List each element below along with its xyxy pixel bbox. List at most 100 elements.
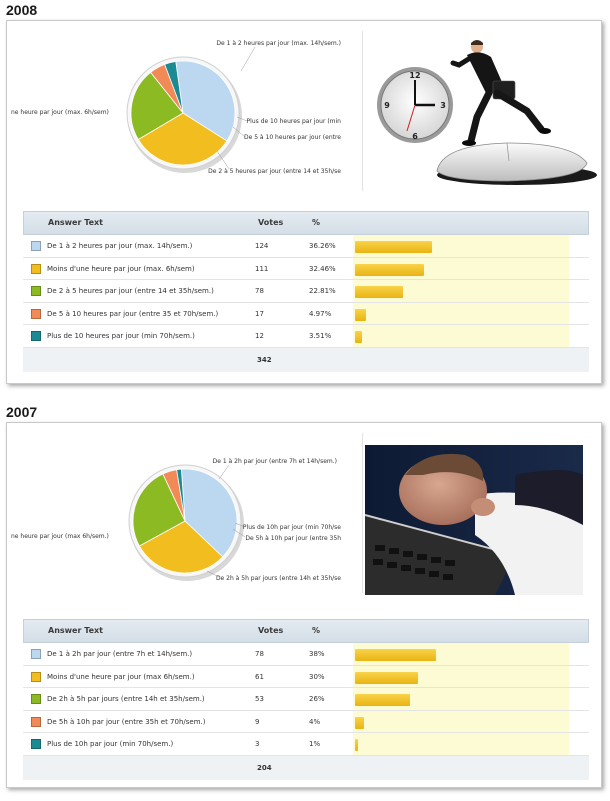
vote-bar [355,739,359,752]
vote-bar [355,694,411,707]
answer-text: De 5 à 10 heures par jour (entre 35 et 7… [47,309,219,318]
table-row: De 2 à 5 heures par jour (entre 14 et 35… [23,280,589,303]
pie-slice[interactable] [175,60,236,142]
pie-slice[interactable] [138,520,224,574]
vote-percent: 26% [309,695,325,704]
votes-header: Votes [258,626,284,635]
vote-count: 78 [255,650,264,658]
year-heading-2007: 2007 [6,404,38,420]
vote-percent: 38% [309,650,325,658]
vote-bar [355,308,366,321]
svg-text:9: 9 [384,101,390,110]
table-footer: 342 [23,347,589,372]
pie-label: De 1 à 2h par jour (entre 7h et 14h/sem.… [213,458,337,465]
percent-header: % [312,626,321,635]
panel-divider [362,433,363,593]
pie-label: ne heure par jour (max 6h/sem.) [11,533,109,540]
pie-label: De 2 à 5 heures par jour (entre 14 et 35… [208,168,341,175]
bar-track [353,710,569,733]
pie-slice[interactable] [130,71,184,141]
pie-label-leader [206,570,220,578]
legend-swatch [31,649,41,659]
legend-swatch [31,263,41,274]
vote-count: 9 [255,717,260,726]
answer-text-header: Answer Text [48,626,103,635]
legend-swatch [31,241,41,251]
results-table-2007: Answer Text Votes % De 1 à 2h par jour (… [23,619,589,780]
answer-text: Plus de 10h par jour (min 70h/sem.) [47,740,174,749]
bar-track [353,733,569,755]
pie-label: De 2h à 5h par jours (entre 14h et 35h/s… [216,575,341,582]
bar-track [353,325,569,347]
svg-text:3: 3 [440,101,446,110]
total-votes: 204 [257,763,272,772]
legend-swatch [31,286,41,297]
results-table-2008: Answer Text Votes % De 1 à 2 heures par … [23,211,589,372]
table-row: De 1 à 2 heures par jour (max. 14h/sem.)… [23,235,589,258]
vote-bar [355,671,419,684]
pie-chart-2007: De 1 à 2h par jour (entre 7h et 14h/sem.… [11,458,341,582]
pie-label: De 5 à 10 heures par jour (entre [244,134,341,141]
bar-track [353,688,569,710]
bar-track [353,235,569,257]
vote-count: 3 [255,740,260,749]
vote-percent: 1% [309,740,321,749]
votes-header: Votes [258,218,284,227]
bar-track [353,643,569,665]
pie-label-leader [216,150,230,170]
legend-swatch [31,716,41,727]
bar-track [353,257,569,280]
pie-label-leader [240,46,256,72]
vote-bar [355,241,432,253]
svg-text:12: 12 [409,71,420,80]
pie-slice[interactable] [132,473,186,547]
answer-text: De 1 à 2 heures par jour (max. 14h/sem.) [47,242,193,250]
bar-track [353,302,569,325]
answer-text-header: Answer Text [48,218,103,227]
table-row: De 5 à 10 heures par jour (entre 35 et 7… [23,302,589,326]
pie-slice[interactable] [176,468,186,522]
pie-slice[interactable] [164,61,184,114]
pie-label-leader [232,528,246,538]
vote-count: 78 [255,287,264,296]
pie-label: De 5h à 10h par jour (entre 35h [245,535,341,542]
pie-label-leader [236,116,248,122]
answer-text: De 2 à 5 heures par jour (entre 14 et 35… [47,287,214,296]
vote-percent: 30% [309,672,325,681]
answer-text: Plus de 10 heures par jour (min 70h/sem.… [47,332,195,341]
pie-chart-2008: De 1 à 2 heures par jour (max. 14h/sem.)… [11,40,342,175]
pie-label: Plus de 10 heures par jour (min [247,118,342,125]
pie-label: De 1 à 2 heures par jour (max. 14h/sem.) [216,40,341,47]
answer-text: Moins d'une heure par jour (max. 6h/sem) [47,264,195,273]
pie-slice[interactable] [180,468,238,558]
vote-percent: 22.81% [309,287,336,296]
legend-swatch [31,308,41,319]
table-footer: 204 [23,755,589,780]
pie-slice[interactable] [137,112,228,166]
vote-percent: 32.46% [309,264,336,273]
vote-bar [355,649,437,661]
vote-bar [355,263,424,276]
vote-count: 12 [255,332,264,341]
pie-label: ne heure par jour (max. 6h/sem) [11,109,109,116]
year-heading-2008: 2008 [6,2,38,18]
percent-header: % [312,218,321,227]
table-row: De 1 à 2h par jour (entre 7h et 14h/sem.… [23,643,589,666]
vote-percent: 4% [309,717,321,726]
answer-text: Moins d'une heure par jour (max 6h/sem.) [47,672,195,681]
pie-label: Plus de 10h par jour (min 70h/se [243,524,341,531]
table-rows: De 1 à 2 heures par jour (max. 14h/sem.)… [23,235,589,348]
vote-count: 17 [255,309,264,318]
table-header: Answer Text Votes % [23,619,589,643]
pie-label-leader [218,464,230,480]
vote-count: 111 [255,264,269,273]
vote-count: 124 [255,242,269,250]
answer-text: De 1 à 2h par jour (entre 7h et 14h/sem.… [47,650,193,658]
table-row: Moins d'une heure par jour (max. 6h/sem)… [23,257,589,281]
panel-2007: De 1 à 2h par jour (entre 7h et 14h/sem.… [6,422,602,788]
panel-2008: De 1 à 2 heures par jour (max. 14h/sem.)… [6,20,602,384]
vote-bar [355,716,365,729]
legend-swatch [31,331,41,342]
panel-divider [362,31,363,191]
table-row: Plus de 10 heures par jour (min 70h/sem.… [23,325,589,348]
